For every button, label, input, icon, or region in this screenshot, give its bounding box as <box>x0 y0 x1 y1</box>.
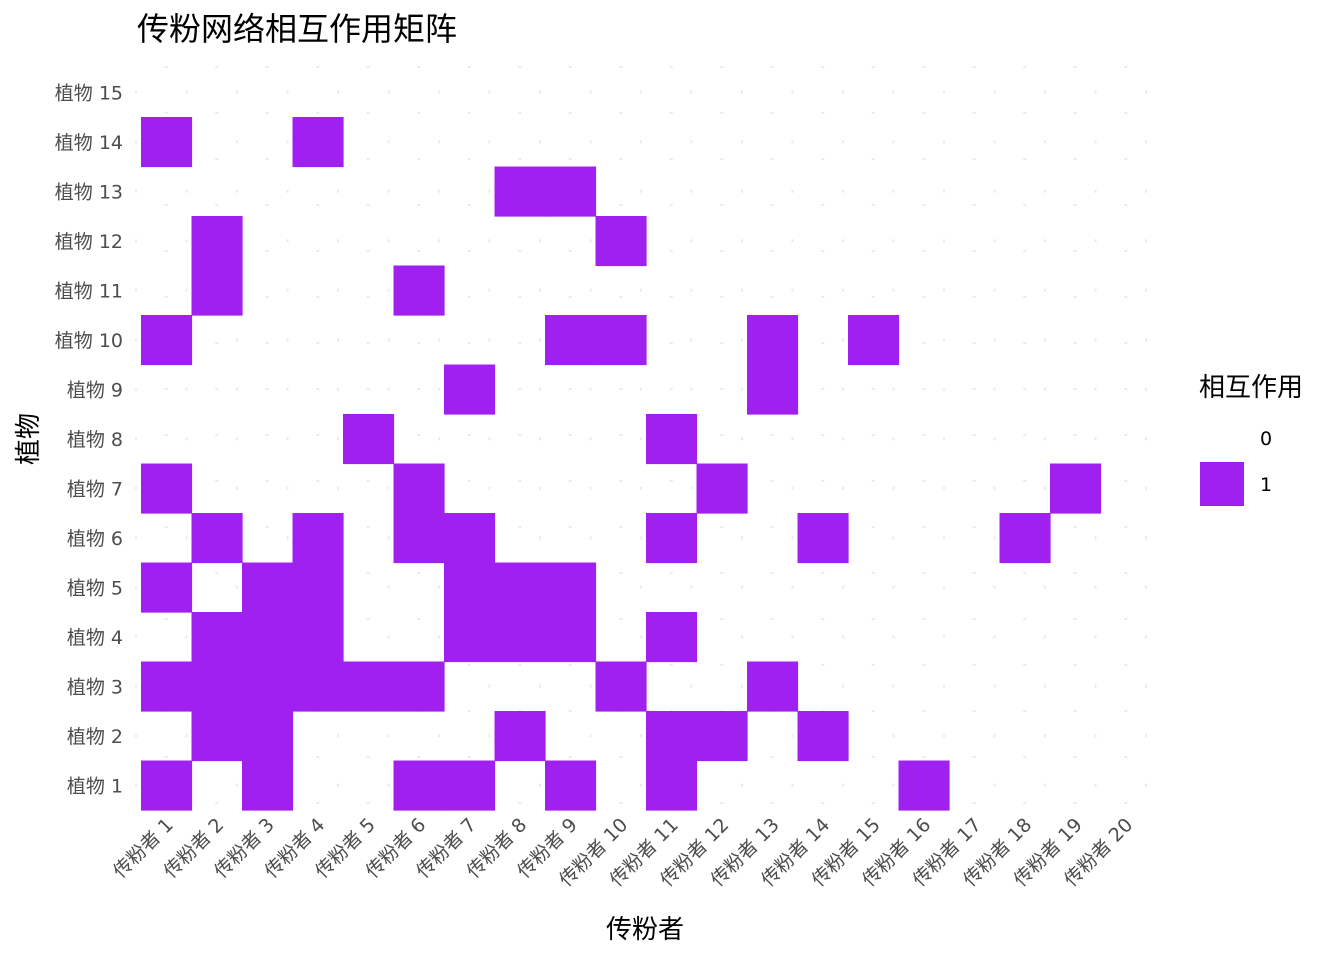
heatmap-cell <box>393 463 445 514</box>
cells-layer <box>141 117 1102 811</box>
heatmap-cell <box>393 513 445 564</box>
legend-label: 0 <box>1260 428 1272 450</box>
y-tick-label: 植物 14 <box>55 132 123 154</box>
y-tick-label: 植物 2 <box>67 726 123 748</box>
y-tick-label: 植物 6 <box>67 528 123 550</box>
y-tick-label: 植物 1 <box>67 775 123 797</box>
heatmap-cell <box>545 315 597 366</box>
heatmap-cell <box>191 661 243 712</box>
heatmap-cell <box>494 711 546 762</box>
heatmap-cell <box>999 513 1051 564</box>
x-axis-title: 传粉者 <box>606 915 684 945</box>
heatmap-cell <box>292 117 344 168</box>
heatmap-cell <box>545 562 597 613</box>
heatmap-cell <box>141 315 193 366</box>
heatmap-cell <box>444 562 496 613</box>
heatmap-cell <box>343 414 395 465</box>
heatmap-cell <box>444 513 496 564</box>
heatmap-cell <box>191 612 243 663</box>
heatmap-cell <box>191 216 243 267</box>
heatmap-cell <box>848 315 900 366</box>
chart-title: 传粉网络相互作用矩阵 <box>137 10 457 48</box>
heatmap-cell <box>242 661 294 712</box>
heatmap-cell <box>797 513 849 564</box>
legend-key <box>1200 416 1244 460</box>
y-tick-label: 植物 13 <box>55 181 123 203</box>
heatmap-cell <box>494 562 546 613</box>
heatmap-cell <box>393 661 445 712</box>
heatmap-cell <box>646 414 698 465</box>
heatmap-cell <box>545 760 597 811</box>
heatmap-cell <box>494 612 546 663</box>
legend-title: 相互作用 <box>1199 373 1303 403</box>
heatmap-cell <box>898 760 950 811</box>
legend-label: 1 <box>1260 474 1272 496</box>
heatmap-cell <box>242 760 294 811</box>
heatmap-cell <box>494 166 546 217</box>
y-tick-label: 植物 3 <box>67 676 123 698</box>
heatmap-cell <box>747 315 799 366</box>
heatmap-cell <box>646 711 698 762</box>
heatmap-cell <box>696 463 748 514</box>
y-tick-label: 植物 7 <box>67 478 123 500</box>
heatmap-cell <box>444 760 496 811</box>
heatmap-cell <box>191 711 243 762</box>
heatmap-cell <box>646 513 698 564</box>
heatmap-cell <box>393 265 445 316</box>
heatmap-cell <box>444 612 496 663</box>
y-tick-label: 植物 5 <box>67 577 123 599</box>
heatmap-cell <box>141 117 193 168</box>
y-tick-label: 植物 9 <box>67 379 123 401</box>
heatmap-cell <box>292 513 344 564</box>
heatmap-cell <box>595 661 647 712</box>
heatmap-cell <box>646 612 698 663</box>
heatmap-cell <box>646 760 698 811</box>
heatmap-cell <box>292 661 344 712</box>
heatmap-cell <box>141 661 193 712</box>
y-tick-label: 植物 8 <box>67 429 123 451</box>
heatmap-cell <box>545 166 597 217</box>
heatmap-cell <box>242 562 294 613</box>
heatmap-cell <box>444 364 496 415</box>
y-tick-label: 植物 4 <box>67 627 123 649</box>
heatmap-cell <box>242 612 294 663</box>
legend: 相互作用 0 1 <box>1199 373 1303 506</box>
y-tick-label: 植物 15 <box>55 82 123 104</box>
heatmap-cell <box>595 315 647 366</box>
legend-key <box>1200 462 1244 506</box>
heatmap-cell <box>292 562 344 613</box>
heatmap-cell <box>141 760 193 811</box>
heatmap-cell <box>747 364 799 415</box>
y-tick-label: 植物 11 <box>55 280 123 302</box>
heatmap-cell <box>797 711 849 762</box>
y-axis-ticks: 植物 1 植物 2 植物 3 植物 4 植物 5 植物 6 植物 7 植物 8 植物 9 植物 1… <box>55 82 123 797</box>
heatmap-cell <box>141 562 193 613</box>
heatmap-cell <box>141 463 193 514</box>
y-tick-label: 植物 10 <box>55 330 123 352</box>
y-tick-label: 植物 12 <box>55 231 123 253</box>
heatmap-cell <box>242 711 294 762</box>
heatmap-cell <box>343 661 395 712</box>
heatmap-cell <box>393 760 445 811</box>
heatmap-cell <box>292 612 344 663</box>
heatmap-cell <box>696 711 748 762</box>
heatmap-cell <box>595 216 647 267</box>
heatmap-cell <box>1050 463 1102 514</box>
heatmap-cell <box>747 661 799 712</box>
heatmap-cell <box>545 612 597 663</box>
heatmap-cell <box>191 265 243 316</box>
heatmap-cell <box>191 513 243 564</box>
y-axis-title: 植物 <box>14 413 44 465</box>
